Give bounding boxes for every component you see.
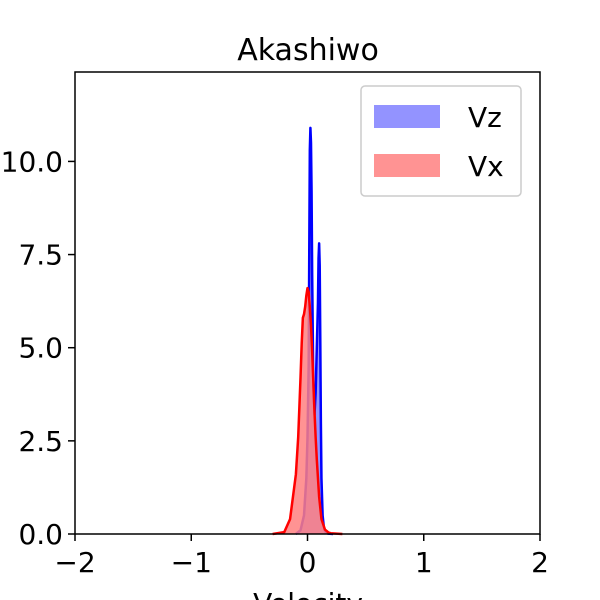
series-layer [272,126,343,536]
x-tick-label: −1 [171,546,212,579]
series-area-vx [272,288,343,534]
legend-swatch-vx [374,154,440,177]
y-tick-label: 10.0 [1,145,63,178]
chart-title: Akashiwo [237,33,379,68]
y-tick-label: 7.5 [18,239,63,272]
x-axis-label: Velocity [253,587,363,600]
legend: Vz Vx [360,85,522,197]
x-tick-label: 1 [415,546,433,579]
y-tick-label: 2.5 [18,425,63,458]
series-line-vx [272,286,343,536]
x-tick-label: −2 [54,546,95,579]
legend-label-vz: Vz [468,101,502,134]
y-tick-label: 5.0 [18,332,63,365]
x-tick-label: 2 [531,546,549,579]
y-tick-label: 0.0 [18,518,63,551]
x-tick-label: 0 [299,546,317,579]
x-axis: −2 −1 0 1 2 [54,534,549,579]
y-axis: 0.0 2.5 5.0 7.5 10.0 [1,145,75,551]
legend-label-vx: Vx [468,150,504,183]
legend-swatch-vz [374,105,440,128]
